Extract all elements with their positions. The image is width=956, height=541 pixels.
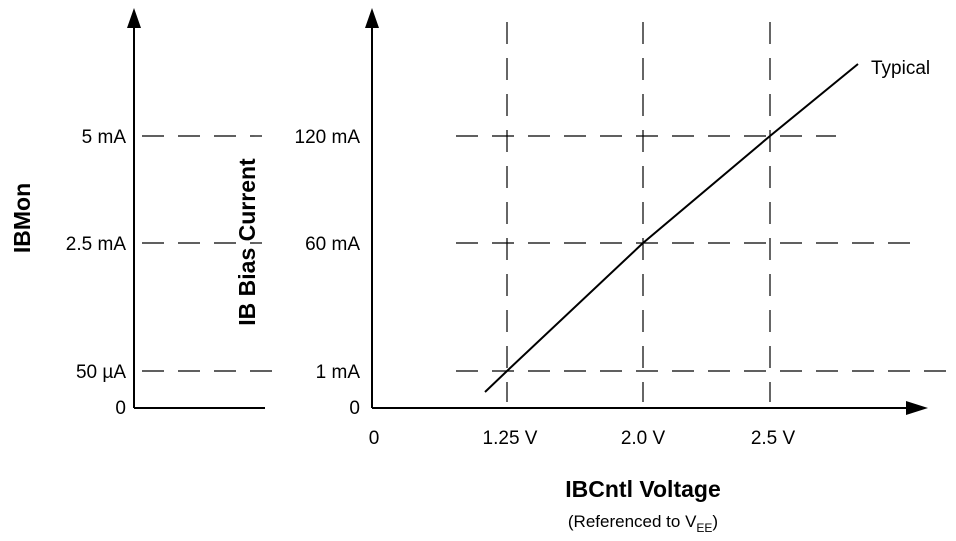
ibmon-tick-label: 50 µA xyxy=(76,362,126,383)
ibmon-panel: 5 mA 2.5 mA 50 µA 0 IBMon xyxy=(9,8,280,419)
typical-series-line xyxy=(484,63,859,393)
ib-bias-panel: 120 mA 60 mA 1 mA 0 0 1.25 V 2.0 V 2.5 V… xyxy=(234,8,950,535)
ib-y-tick-label: 1 mA xyxy=(316,362,361,383)
ibmon-tick-label: 0 xyxy=(115,398,126,419)
typical-series-label: Typical xyxy=(871,58,930,79)
ibmon-y-arrow-icon xyxy=(127,8,141,28)
x-axis-subtitle-suffix: ) xyxy=(712,512,718,531)
x-axis-subtitle-subscript: EE xyxy=(696,521,712,535)
x-axis-subtitle: (Referenced to VEE) xyxy=(568,512,718,535)
ib-x-tick-label: 0 xyxy=(369,428,380,449)
ibmon-y-axis-title: IBMon xyxy=(9,183,35,253)
x-axis-title: IBCntl Voltage xyxy=(565,476,720,502)
ib-y-axis-title: IB Bias Current xyxy=(234,158,260,326)
ib-y-tick-label: 120 mA xyxy=(295,127,361,148)
ib-x-tick-label: 2.0 V xyxy=(621,428,666,449)
ib-x-tick-label: 1.25 V xyxy=(483,428,538,449)
ib-y-tick-label: 0 xyxy=(349,398,360,419)
ib-x-tick-label: 2.5 V xyxy=(751,428,796,449)
ibmon-tick-label: 2.5 mA xyxy=(66,234,127,255)
ib-y-arrow-icon xyxy=(365,8,379,28)
ibmon-tick-label: 5 mA xyxy=(82,127,127,148)
ib-x-arrow-icon xyxy=(906,401,928,415)
ib-y-tick-label: 60 mA xyxy=(305,234,360,255)
x-axis-subtitle-prefix: (Referenced to V xyxy=(568,512,697,531)
